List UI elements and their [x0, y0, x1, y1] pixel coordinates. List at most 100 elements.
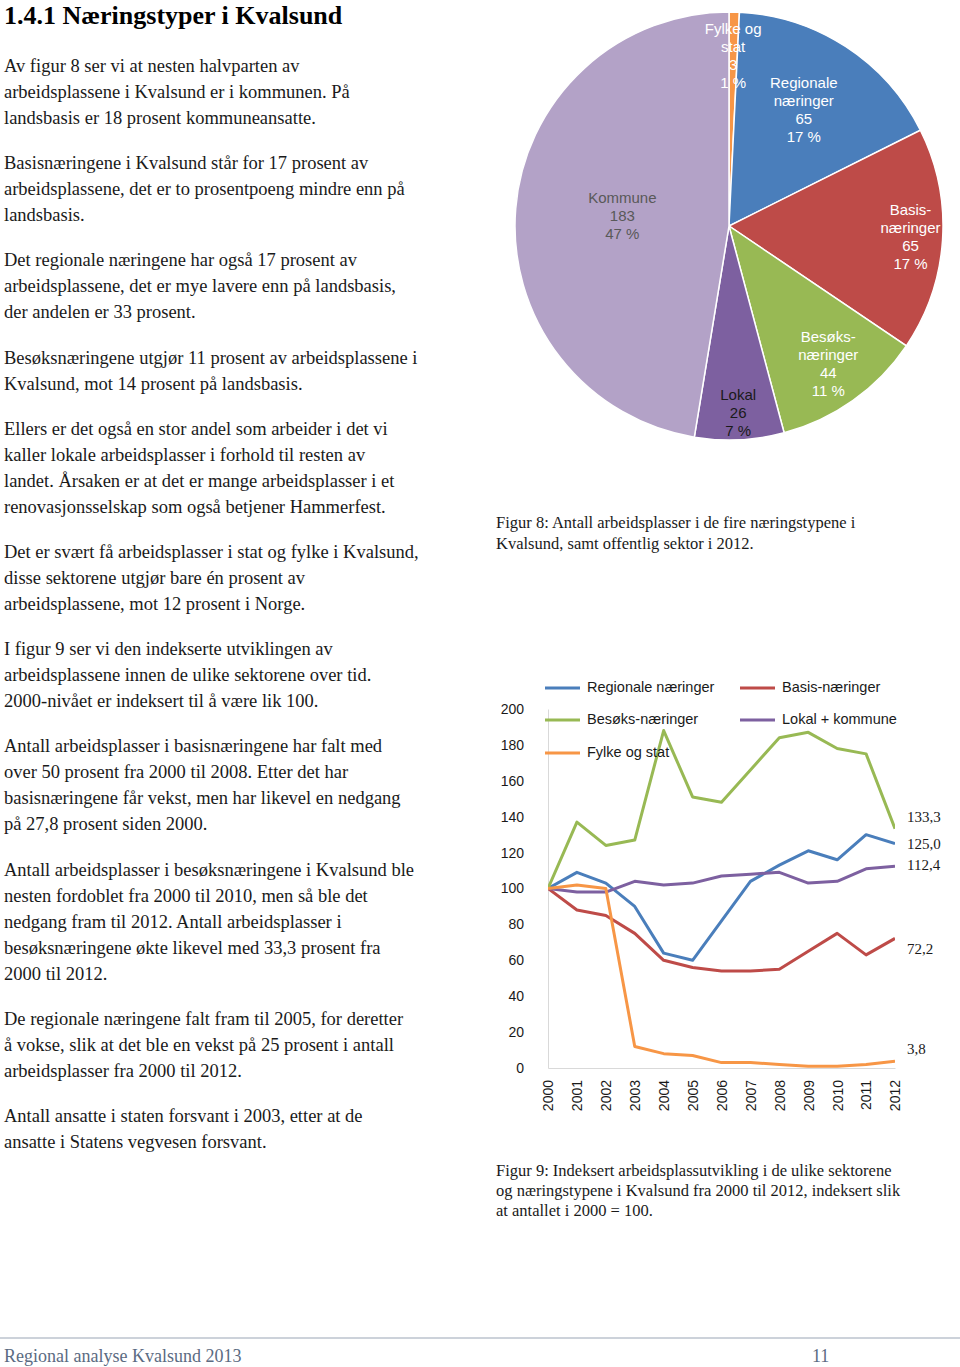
x-tick-label: 2012 [887, 1080, 903, 1111]
pie-label-value: 65 [795, 110, 812, 127]
y-axis: 020406080100120140160180200 [501, 701, 549, 1076]
pie-label-name-line: Besøks- [801, 328, 856, 345]
pie-label-name-line: Lokal [720, 386, 756, 403]
paragraph-line: basisnæringene får vekst, men har likeve… [4, 788, 401, 808]
paragraph-line: Ellers er det også en stor andel som arb… [4, 419, 388, 439]
x-tick-label: 2006 [714, 1080, 730, 1111]
paragraph-line: besøksnæringene økte likevel med 33,3 pr… [4, 938, 381, 958]
x-tick: 2012 [887, 1068, 903, 1111]
paragraph-line: Antall arbeidsplasser i besøksnæringene … [4, 860, 414, 880]
x-tick-label: 2008 [772, 1080, 788, 1111]
legend-label: Regionale næringer [587, 679, 715, 695]
value-label: 112,4 [907, 857, 941, 873]
pie-label-percent: 7 % [725, 422, 751, 439]
x-tick: 2007 [743, 1068, 759, 1111]
x-tick: 2001 [569, 1068, 585, 1111]
paragraph-line: nedgang fram til 2012. Antall arbeidspla… [4, 912, 342, 932]
x-tick-label: 2005 [685, 1080, 701, 1111]
paragraph-line: Antall ansatte i staten forsvant i 2003,… [4, 1106, 363, 1126]
legend-item: Fylke og stat [545, 744, 669, 760]
x-tick-label: 2002 [598, 1080, 614, 1111]
paragraph-line: 2000-nivået er indeksert til å være lik … [4, 691, 318, 711]
paragraph-line: ansatte i Statens vegvesen forsvant. [4, 1132, 267, 1152]
paragraph-line: arbeidsplassene, det er to prosentpoeng … [4, 179, 405, 199]
legend-label: Basis-næringer [782, 679, 880, 695]
x-tick: 2008 [772, 1068, 788, 1111]
pie-label-percent: 11 % [812, 382, 845, 399]
pie-label-name-line: næringer [798, 346, 858, 363]
pie-label-name-line: næringer [880, 219, 940, 236]
pie-slice [515, 12, 729, 437]
heading: 1.4.1 Næringstyper i Kvalsund [4, 1, 343, 30]
paragraph-line: landsbasis. [4, 205, 85, 225]
y-tick-label: 0 [516, 1060, 524, 1076]
value-labels: 125,072,2133,3112,43,8 [907, 809, 941, 1056]
y-tick-label: 160 [501, 773, 525, 789]
figure-caption: Kvalsund, samt offentlig sektor i 2012. [496, 534, 754, 553]
x-tick: 2009 [801, 1068, 817, 1111]
paragraph-line: Besøksnæringene utgjør 11 prosent av arb… [4, 348, 417, 368]
paragraph-line: landsbasis er 18 prosent kommuneansatte. [4, 108, 316, 128]
pie-label-percent: 1 % [720, 74, 746, 91]
y-tick-label: 180 [501, 737, 525, 753]
pie-label: Lokal267 % [720, 386, 756, 439]
pie-label: Regionalenæringer6517 % [770, 74, 838, 145]
value-label: 3,8 [907, 1041, 926, 1057]
x-tick: 2005 [685, 1068, 701, 1111]
paragraph-line: Det er svært få arbeidsplasser i stat og… [4, 542, 419, 562]
legend-label: Fylke og stat [587, 744, 669, 760]
pie-label-name-line: næringer [774, 92, 834, 109]
legend-label: Besøks-næringer [587, 711, 698, 727]
y-tick: 120 [501, 845, 548, 861]
legend-swatch [740, 687, 775, 690]
paragraph-line: De regionale næringene falt fram til 200… [4, 1009, 403, 1029]
x-tick: 2010 [830, 1068, 846, 1111]
x-tick-label: 2001 [569, 1080, 585, 1111]
pie-label-percent: 17 % [893, 255, 927, 272]
paragraph-line: 2000 til 2012. [4, 964, 107, 984]
x-tick-label: 2003 [627, 1080, 643, 1111]
y-tick: 140 [501, 809, 548, 825]
body-text: Av figur 8 ser vi at nesten halvparten a… [4, 56, 419, 1152]
pie-label: Kommune18347 % [588, 189, 656, 242]
value-label: 133,3 [907, 809, 941, 825]
paragraph-line: der andelen er 33 prosent. [4, 302, 196, 322]
x-tick: 2004 [656, 1068, 672, 1111]
y-tick-label: 200 [501, 701, 525, 717]
paragraph-line: arbeidsplassene innen de ulike sektorene… [4, 665, 371, 685]
legend-item: Lokal + kommune [740, 711, 897, 727]
paragraph-line: over 50 prosent fra 2000 til 2008. Etter… [4, 762, 348, 782]
series-line [548, 731, 895, 889]
pie-label-name: Lokal [720, 386, 756, 403]
pie-label-name: Kommune [588, 189, 656, 206]
x-tick-label: 2007 [743, 1080, 759, 1111]
paragraph-line: Det regionale næringene har også 17 pros… [4, 250, 358, 270]
pie-chart: Fylke ogstat31 %Regionalenæringer6517 %B… [515, 12, 943, 440]
y-tick-label: 60 [508, 952, 524, 968]
paragraph-line: arbeidsplasser fra 2000 til 2012. [4, 1061, 242, 1081]
y-tick: 60 [508, 952, 548, 968]
pie-label-value: 26 [730, 404, 747, 421]
pie-label: Basis-næringer6517 % [880, 201, 940, 272]
legend-swatch [545, 752, 580, 755]
x-tick: 2011 [858, 1068, 874, 1110]
footer-title: Regional analyse Kvalsund 2013 [4, 1346, 241, 1366]
pie-label-name-line: Fylke og [705, 20, 762, 37]
x-tick-label: 2009 [801, 1080, 817, 1111]
legend-item: Regionale næringer [545, 679, 715, 695]
paragraph-line: Antall arbeidsplasser i basisnæringene h… [4, 736, 383, 756]
pie-label-name-line: Kommune [588, 189, 656, 206]
paragraph-line: arbeidsplassene, det er mye lavere enn p… [4, 276, 396, 296]
series-line [548, 835, 895, 961]
pie-label-name-line: stat [721, 38, 746, 55]
paragraph-line: å vokse, slik at det ble en vekst på 25 … [4, 1035, 394, 1055]
paragraph-line: Basisnæringene i Kvalsund står for 17 pr… [4, 153, 369, 173]
x-tick-label: 2004 [656, 1080, 672, 1111]
y-tick-label: 80 [508, 916, 524, 932]
legend-swatch [545, 687, 580, 690]
paragraph-line: på 27,8 prosent siden 2000. [4, 814, 207, 834]
paragraph-line: disse sektorene utgjør bare én prosent a… [4, 568, 306, 588]
legend-swatch [740, 719, 775, 722]
x-axis: 2000200120022003200420052006200720082009… [540, 1068, 903, 1111]
legend-item: Besøks-næringer [545, 711, 698, 727]
